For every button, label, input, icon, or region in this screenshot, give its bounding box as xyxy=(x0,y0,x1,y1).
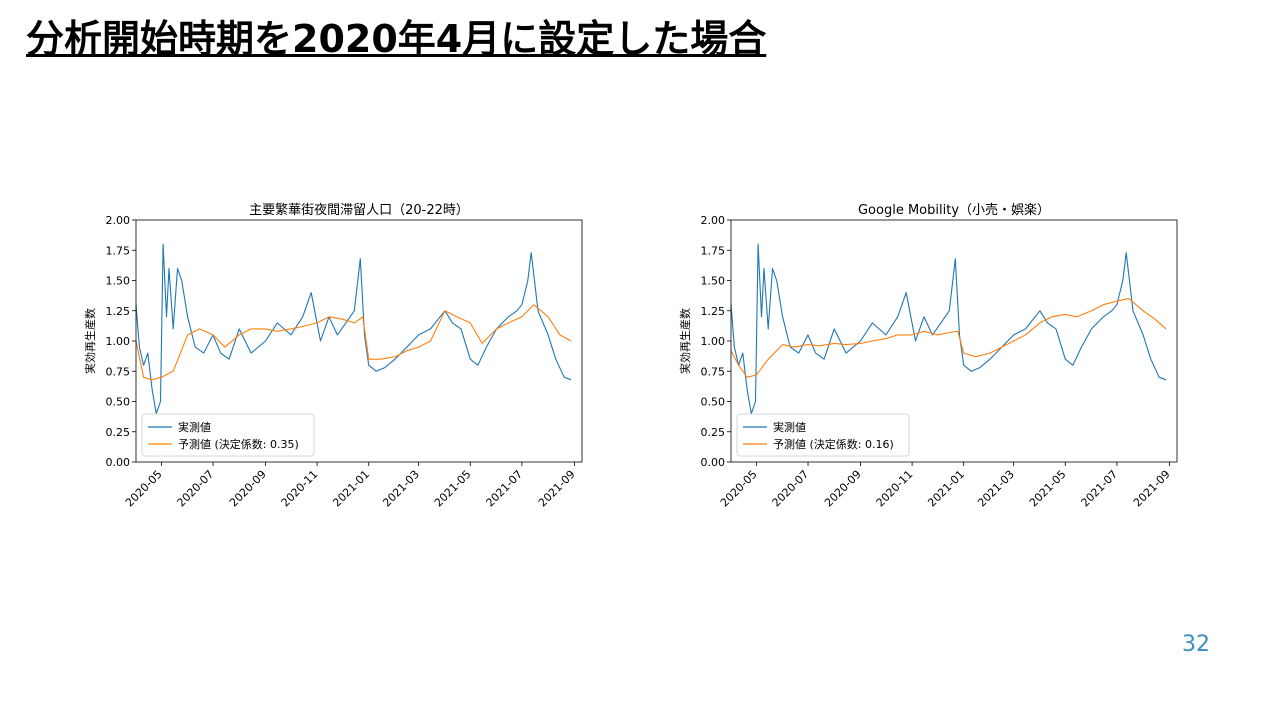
chart-title: 主要繁華街夜間滞留人口（20-22時） xyxy=(249,202,469,218)
x-tick-label: 2021-07 xyxy=(1079,468,1121,510)
x-tick-label: 2021-05 xyxy=(432,468,474,510)
series-line-actual xyxy=(730,243,1167,415)
y-tick-label: 0.25 xyxy=(701,426,726,439)
y-tick-label: 1.50 xyxy=(701,275,726,288)
y-tick-label: 1.50 xyxy=(106,275,131,288)
y-tick-label: 0.00 xyxy=(106,456,131,469)
chart-nightlife-population: 主要繁華街夜間滞留人口（20-22時） 0.00 0.25 0.50 0.75 1.00 1… xyxy=(83,202,583,510)
page-number: 32 xyxy=(1182,632,1210,657)
x-tick-label: 2021-01 xyxy=(330,468,372,510)
x-tick-label: 2020-05 xyxy=(123,468,165,510)
legend-label-predicted: 予測値 (決定係数: 0.35) xyxy=(178,437,299,451)
y-axis-label: 実効再生産数 xyxy=(678,308,692,374)
y-tick-label: 0.25 xyxy=(106,426,131,439)
x-tick-label: 2021-09 xyxy=(1131,468,1173,510)
plot-frame xyxy=(135,219,583,463)
x-tick-label: 2020-07 xyxy=(770,468,812,510)
y-tick-label: 2.00 xyxy=(701,214,726,227)
x-tick-label: 2020-09 xyxy=(227,468,269,510)
x-tick-label: 2021-03 xyxy=(380,468,422,510)
legend-label-actual: 実測値 xyxy=(178,420,211,434)
y-tick-label: 0.00 xyxy=(701,456,726,469)
x-tick-label: 2021-05 xyxy=(1027,468,1069,510)
y-tick-label: 0.50 xyxy=(106,396,131,409)
x-tick-label: 2021-07 xyxy=(484,468,526,510)
y-tick-label: 0.50 xyxy=(701,396,726,409)
slide-title: 分析開始時期を2020年4月に設定した場合 xyxy=(26,17,767,61)
x-tick-label: 2021-03 xyxy=(975,468,1017,510)
series-line-predicted xyxy=(730,298,1167,378)
plot-frame xyxy=(730,219,1178,463)
y-tick-label: 0.75 xyxy=(701,365,726,378)
x-tick-label: 2020-07 xyxy=(175,468,217,510)
y-tick-label: 1.25 xyxy=(701,305,726,318)
y-tick-label: 1.75 xyxy=(106,244,131,257)
y-tick-label: 1.00 xyxy=(106,335,131,348)
legend-box xyxy=(736,413,910,457)
y-axis-label: 実効再生産数 xyxy=(83,308,97,374)
chart-google-mobility: Google Mobility（小売・娯楽） 0.00 0.25 0.50 0.75 1.… xyxy=(678,202,1178,510)
y-tick-label: 0.75 xyxy=(106,365,131,378)
y-tick-label: 1.75 xyxy=(701,244,726,257)
x-tick-label: 2020-09 xyxy=(822,468,864,510)
x-tick-label: 2020-05 xyxy=(718,468,760,510)
legend-label-actual: 実測値 xyxy=(773,420,806,434)
y-tick-label: 1.25 xyxy=(106,305,131,318)
x-tick-label: 2021-09 xyxy=(536,468,578,510)
y-tick-label: 1.00 xyxy=(701,335,726,348)
series-line-actual xyxy=(135,243,572,415)
x-tick-label: 2020-11 xyxy=(279,468,321,510)
legend-box xyxy=(141,413,315,457)
y-tick-label: 2.00 xyxy=(106,214,131,227)
chart-title: Google Mobility（小売・娯楽） xyxy=(858,202,1050,218)
x-tick-label: 2020-11 xyxy=(874,468,916,510)
x-tick-label: 2021-01 xyxy=(925,468,967,510)
legend-label-predicted: 予測値 (決定係数: 0.16) xyxy=(773,437,894,451)
series-line-predicted xyxy=(135,304,572,381)
